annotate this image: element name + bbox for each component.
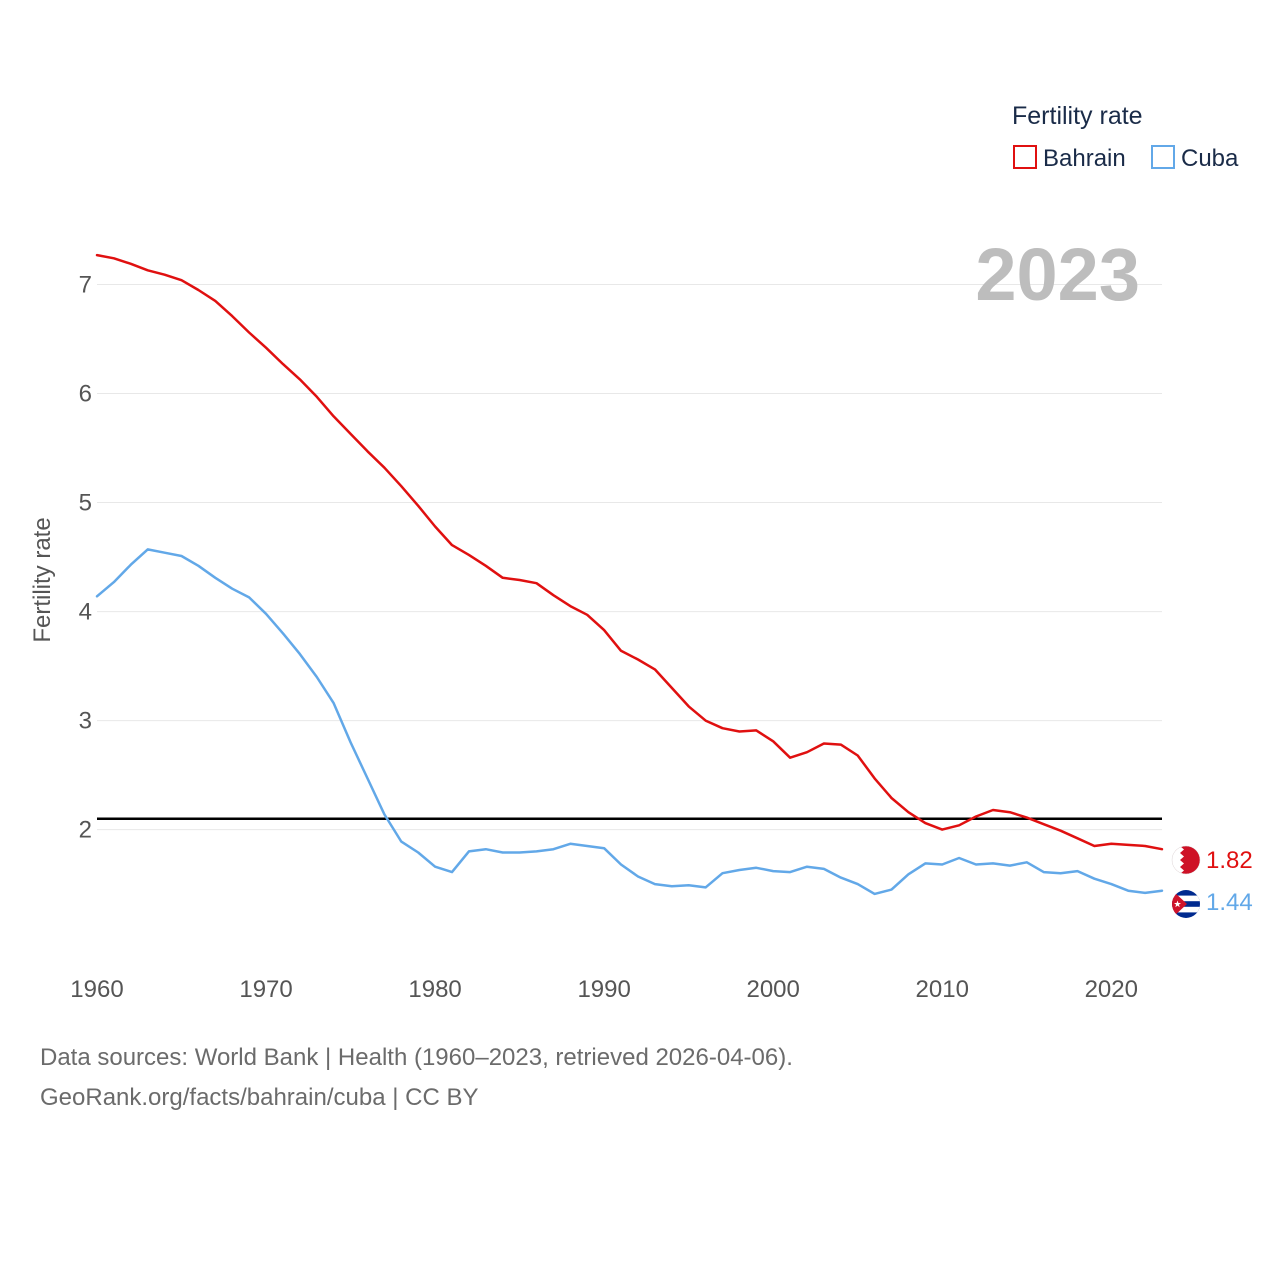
source-citation: Data sources: World Bank | Health (1960–…: [40, 1044, 793, 1071]
x-tick-label: 2020: [1085, 976, 1138, 1003]
y-tick-label: 6: [79, 381, 92, 408]
series-lines: [95, 253, 1164, 896]
legend: Fertility rate Bahrain Cuba: [1012, 102, 1239, 172]
series-line-cuba: [95, 548, 1164, 896]
legend-swatch-bahrain: [1013, 145, 1037, 169]
cuba-flag-icon: [1172, 890, 1200, 918]
legend-item-bahrain[interactable]: Bahrain: [1013, 145, 1126, 172]
gridlines: [97, 284, 1162, 831]
y-tick-label: 5: [79, 490, 92, 517]
y-tick-label: 4: [79, 599, 92, 626]
x-tick-label: 1970: [239, 976, 292, 1003]
legend-swatch-cuba: [1151, 145, 1175, 169]
x-tick-label: 1960: [70, 976, 123, 1003]
current-year-label: 2023: [975, 233, 1140, 316]
legend-title: Fertility rate: [1012, 102, 1143, 130]
cuba-end-value: 1.44: [1206, 889, 1253, 916]
y-axis-ticks: 2 3 4 5 6 7: [79, 272, 92, 844]
y-tick-label: 2: [79, 817, 92, 844]
bahrain-flag-icon: [1171, 845, 1201, 875]
fertility-rate-chart: 2 3 4 5 6 7 1960 1970 1980 1990 2000 2010 2020 Fert…: [29, 102, 1253, 1003]
y-tick-label: 3: [79, 708, 92, 735]
x-tick-label: 1990: [577, 976, 630, 1003]
legend-label-cuba: Cuba: [1181, 145, 1239, 172]
y-axis-label: Fertility rate: [29, 517, 56, 642]
legend-item-cuba[interactable]: Cuba: [1151, 145, 1239, 172]
x-axis-ticks: 1960 1970 1980 1990 2000 2010 2020: [70, 976, 1138, 1003]
x-tick-label: 2010: [916, 976, 969, 1003]
legend-label-bahrain: Bahrain: [1043, 145, 1126, 172]
source-link[interactable]: GeoRank.org/facts/bahrain/cuba | CC BY: [40, 1084, 479, 1111]
x-tick-label: 2000: [746, 976, 799, 1003]
x-tick-label: 1980: [408, 976, 461, 1003]
series-line-bahrain: [95, 253, 1164, 851]
bahrain-end-value: 1.82: [1206, 847, 1253, 874]
y-tick-label: 7: [79, 272, 92, 299]
